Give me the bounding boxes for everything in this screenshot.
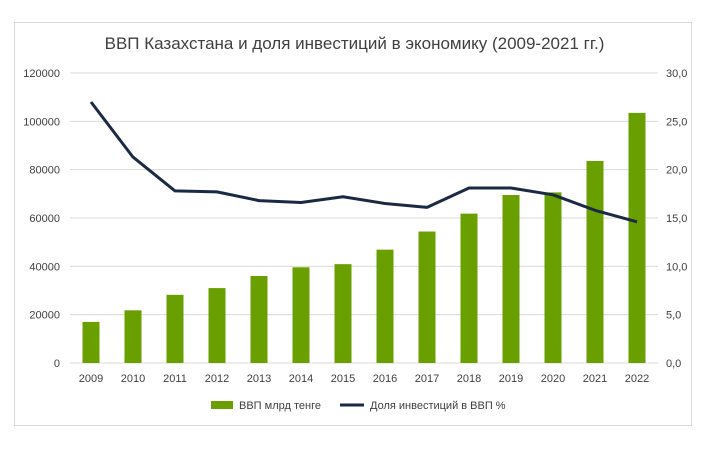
x-tick-label: 2013 — [247, 373, 271, 385]
right-tick-label: 15,0 — [666, 213, 687, 225]
line-series — [89, 101, 638, 224]
bar — [586, 160, 604, 363]
bar — [502, 195, 520, 363]
left-axis: 0 20000 40000 60000 80000 100000 120000 — [23, 68, 60, 370]
x-tick-label: 2017 — [415, 373, 439, 385]
legend-label-gdp: ВВП млрд тенге — [239, 400, 321, 412]
left-tick-label: 40000 — [29, 261, 60, 273]
legend: ВВП млрд тенге Доля инвестиций в ВВП % — [211, 400, 506, 412]
x-tick-label: 2020 — [541, 373, 565, 385]
right-tick-label: 25,0 — [666, 116, 687, 128]
right-tick-label: 10,0 — [666, 261, 687, 273]
bar — [418, 231, 436, 363]
left-tick-label: 0 — [54, 358, 60, 370]
x-tick-label: 2019 — [499, 373, 523, 385]
bar — [208, 288, 226, 363]
bar — [460, 213, 478, 363]
x-tick-label: 2022 — [625, 373, 649, 385]
bar — [334, 264, 352, 363]
legend-swatch-bar — [211, 401, 233, 409]
bar — [124, 310, 142, 363]
left-tick-label: 120000 — [23, 68, 60, 80]
x-tick-label: 2018 — [457, 373, 481, 385]
right-axis: 0,0 5,0 10,0 15,0 20,0 25,0 30,0 — [666, 68, 687, 370]
x-tick-label: 2009 — [79, 373, 103, 385]
x-tick-label: 2015 — [331, 373, 355, 385]
bar-series — [82, 112, 646, 363]
bar — [628, 112, 646, 363]
bar — [166, 294, 184, 363]
right-tick-label: 0,0 — [666, 358, 681, 370]
x-tick-label: 2014 — [289, 373, 313, 385]
bar — [82, 321, 100, 363]
x-tick-label: 2021 — [583, 373, 607, 385]
x-tick-label: 2010 — [121, 373, 145, 385]
gridlines — [70, 72, 658, 364]
x-tick-label: 2012 — [205, 373, 229, 385]
left-tick-label: 100000 — [23, 116, 60, 128]
left-tick-label: 80000 — [29, 165, 60, 177]
bar — [250, 276, 268, 363]
right-tick-label: 20,0 — [666, 165, 687, 177]
x-tick-label: 2011 — [163, 373, 187, 385]
chart-title: ВВП Казахстана и доля инвестиций в эконо… — [104, 34, 605, 53]
x-axis: 2009 2010 2011 2012 2013 2014 2015 2016 2017 2018… — [79, 373, 649, 385]
legend-label-investment: Доля инвестиций в ВВП % — [370, 400, 506, 412]
left-tick-label: 20000 — [29, 310, 60, 322]
right-tick-label: 5,0 — [666, 310, 681, 322]
bar — [376, 249, 394, 363]
bar — [544, 192, 562, 363]
investment-share-line — [89, 101, 638, 224]
bar — [292, 267, 310, 363]
left-tick-label: 60000 — [29, 213, 60, 225]
x-tick-label: 2016 — [373, 373, 397, 385]
right-tick-label: 30,0 — [666, 68, 687, 80]
